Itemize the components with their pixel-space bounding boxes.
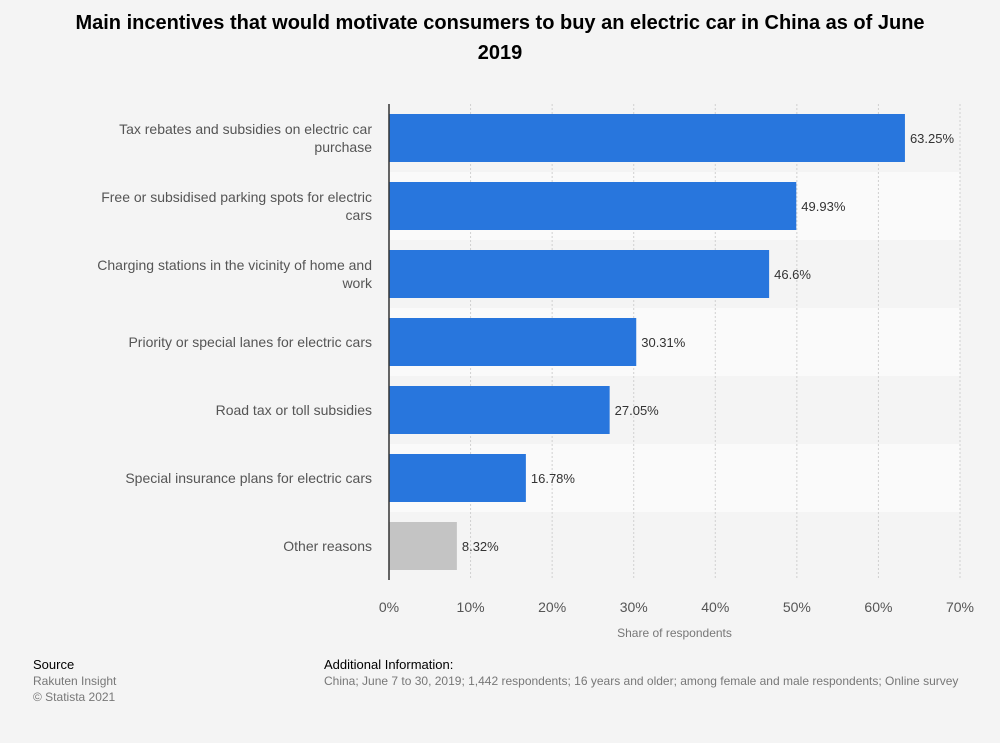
x-tick-label: 0% — [379, 599, 399, 615]
bar — [389, 386, 610, 434]
category-label: Road tax or toll subsidies — [216, 402, 372, 418]
category-label: work — [341, 275, 373, 291]
category-label: purchase — [314, 139, 372, 155]
bar — [389, 522, 457, 570]
category-label: Priority or special lanes for electric c… — [128, 334, 372, 350]
x-tick-label: 40% — [701, 599, 729, 615]
bar — [389, 454, 526, 502]
bar — [389, 250, 770, 298]
category-label: Tax rebates and subsidies on electric ca… — [119, 121, 372, 137]
source-heading: Source — [33, 657, 75, 672]
source-block: Source Rakuten Insight © Statista 2021 — [33, 657, 116, 705]
bar-value-label: 16.78% — [531, 471, 576, 486]
category-label: cars — [346, 207, 372, 223]
category-label: Other reasons — [283, 538, 372, 554]
category-label: Free or subsidised parking spots for ele… — [101, 189, 372, 205]
category-label: Special insurance plans for electric car… — [125, 470, 372, 486]
additional-info-heading: Additional Information: — [324, 657, 454, 672]
bar-value-label: 27.05% — [615, 403, 660, 418]
x-axis-title: Share of respondents — [617, 626, 732, 640]
bar-value-label: 30.31% — [641, 335, 686, 350]
bar — [389, 114, 905, 162]
source-line-publisher: Rakuten Insight — [33, 674, 117, 688]
category-label: Charging stations in the vicinity of hom… — [97, 257, 372, 273]
x-tick-label: 60% — [864, 599, 892, 615]
bar — [389, 318, 637, 366]
x-tick-label: 20% — [538, 599, 566, 615]
bar-value-label: 63.25% — [910, 131, 955, 146]
additional-info-text: China; June 7 to 30, 2019; 1,442 respond… — [324, 674, 959, 688]
x-tick-label: 30% — [620, 599, 648, 615]
x-tick-label: 10% — [457, 599, 485, 615]
bar-value-label: 8.32% — [462, 539, 499, 554]
bar — [389, 182, 797, 230]
x-tick-label: 70% — [946, 599, 974, 615]
bar-chart: 63.25% Tax rebates and subsidies on elect… — [97, 104, 974, 640]
source-line-copyright: © Statista 2021 — [33, 690, 116, 704]
bar-value-label: 49.93% — [801, 199, 846, 214]
x-tick-label: 50% — [783, 599, 811, 615]
chart-title: Main incentives that would motivate cons… — [75, 12, 925, 64]
additional-info-block: Additional Information: China; June 7 to… — [324, 657, 1000, 689]
bar-value-label: 46.6% — [774, 267, 811, 282]
